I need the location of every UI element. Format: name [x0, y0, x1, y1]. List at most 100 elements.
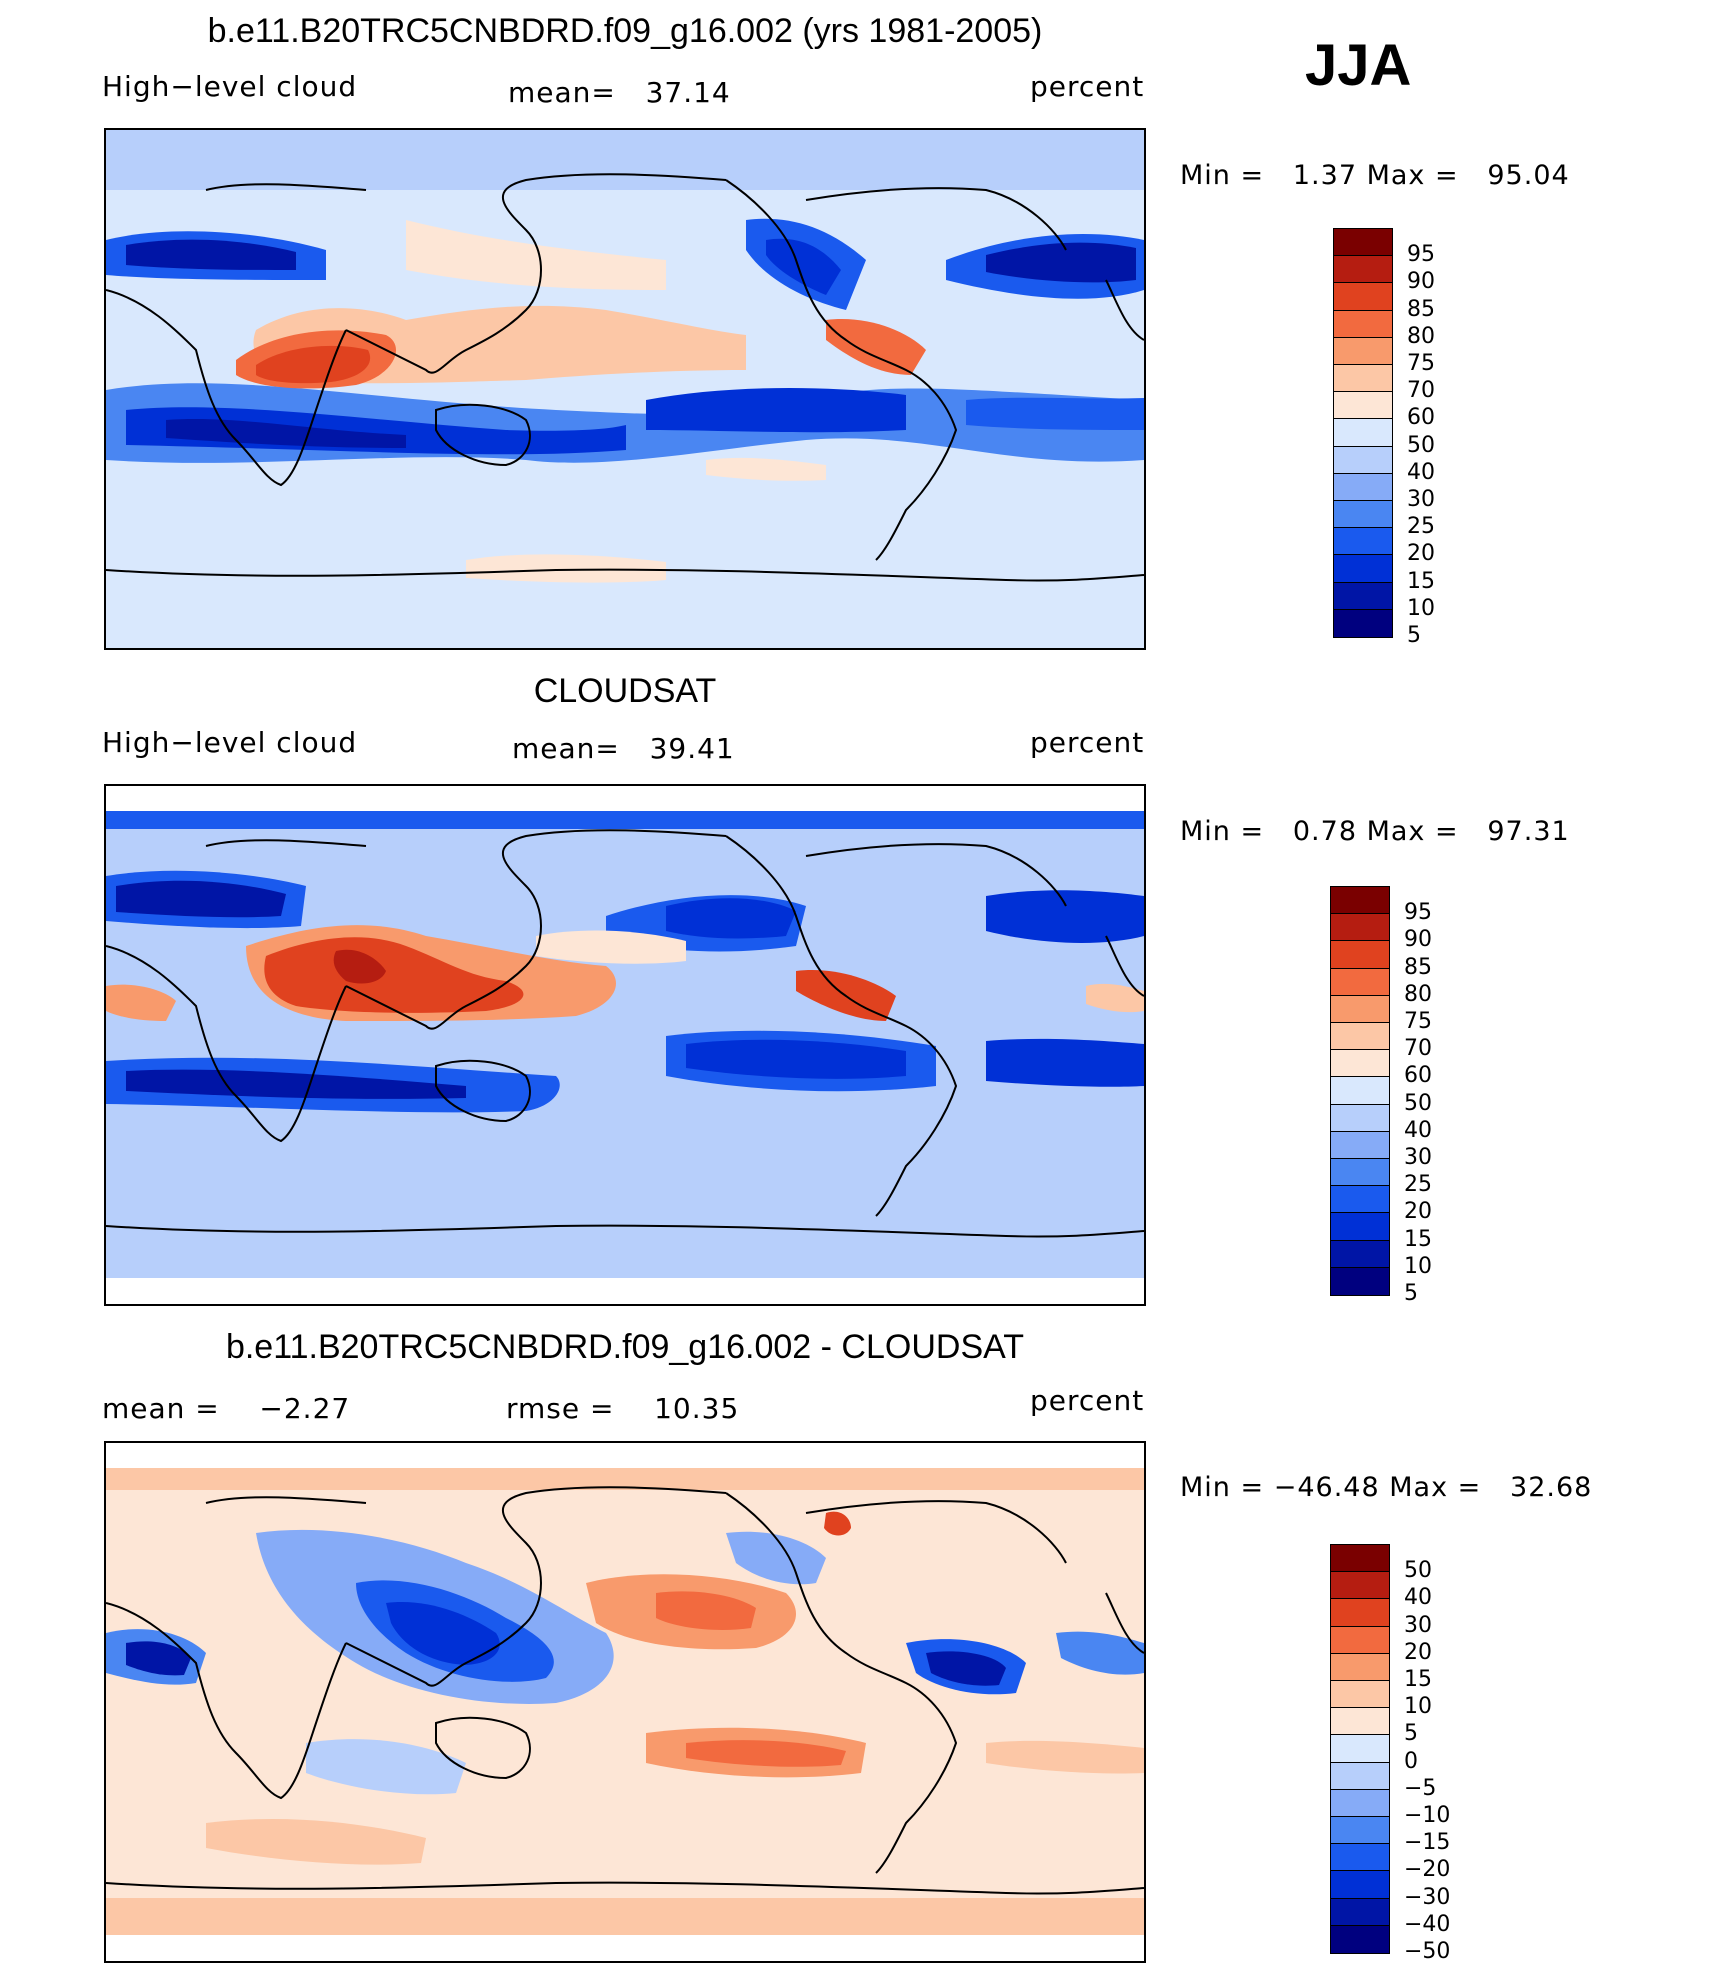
colorbar-segment — [1331, 1925, 1389, 1953]
panel3-map — [104, 1441, 1146, 1963]
colorbar-segment — [1331, 1599, 1389, 1627]
panel2-map — [104, 784, 1146, 1306]
colorbar-label: −30 — [1404, 1884, 1451, 1910]
colorbar-segment — [1334, 392, 1392, 420]
colorbar-label: 80 — [1407, 323, 1435, 349]
colorbar-segment — [1331, 1104, 1389, 1132]
colorbar-segment — [1331, 941, 1389, 969]
colorbar-segment — [1334, 555, 1392, 583]
panel3-max-value: 32.68 — [1510, 1472, 1593, 1503]
colorbar-label: 10 — [1407, 595, 1435, 621]
panel2-variable-label: High−level cloud — [102, 726, 358, 759]
colorbar-segment — [1334, 419, 1392, 447]
panel2-colorbar — [1330, 886, 1390, 1296]
colorbar-segment — [1331, 1844, 1389, 1872]
colorbar-label: −40 — [1404, 1911, 1451, 1937]
panel1-max-label: Max = — [1366, 160, 1459, 191]
colorbar-label: 80 — [1404, 981, 1432, 1007]
colorbar-segment — [1334, 365, 1392, 393]
colorbar-segment — [1331, 1789, 1389, 1817]
colorbar-segment — [1331, 1572, 1389, 1600]
colorbar-label: 10 — [1404, 1253, 1432, 1279]
panel3-mean-value: −2.27 — [259, 1392, 351, 1425]
colorbar-segment — [1331, 1545, 1389, 1573]
colorbar-label: −10 — [1404, 1803, 1451, 1828]
colorbar-segment — [1331, 1077, 1389, 1105]
colorbar-label: 20 — [1407, 541, 1435, 567]
colorbar-segment — [1334, 283, 1392, 311]
colorbar-segment — [1331, 1735, 1389, 1763]
colorbar-label: 95 — [1407, 242, 1435, 268]
colorbar-segment — [1331, 1898, 1389, 1926]
colorbar-segment — [1331, 914, 1389, 942]
panel2-max-value: 97.31 — [1487, 816, 1570, 847]
panel2-min-value: 0.78 — [1292, 816, 1357, 847]
panel1-minmax: Min = 1.37 Max = 95.04 — [1180, 160, 1570, 191]
colorbar-segment — [1334, 229, 1392, 257]
colorbar-segment — [1331, 968, 1389, 996]
colorbar-segment — [1334, 501, 1392, 529]
colorbar-label: −50 — [1404, 1939, 1451, 1964]
panel3-title: b.e11.B20TRC5CNBDRD.f09_g16.002 - CLOUDS… — [225, 1328, 1025, 1366]
colorbar-segment — [1331, 887, 1389, 915]
colorbar-segment — [1331, 1817, 1389, 1845]
panel3-min-label: Min = — [1180, 1472, 1265, 1503]
colorbar-label: 75 — [1404, 1009, 1432, 1034]
colorbar-label: −15 — [1404, 1830, 1451, 1856]
colorbar-label: 30 — [1404, 1145, 1432, 1170]
colorbar-segment — [1331, 1708, 1389, 1736]
colorbar-label: 25 — [1407, 514, 1435, 540]
colorbar-segment — [1331, 1681, 1389, 1709]
colorbar-segment — [1331, 1267, 1389, 1295]
panel3-mean: mean = −2.27 — [102, 1392, 350, 1425]
colorbar-label: 15 — [1407, 568, 1435, 594]
panel1-mean: mean= 37.14 — [508, 76, 731, 109]
colorbar-label: −20 — [1404, 1857, 1451, 1883]
panel3-mean-label: mean = — [102, 1392, 220, 1425]
colorbar-label: 5 — [1404, 1721, 1418, 1747]
panel1-mean-label: mean= — [508, 76, 616, 109]
colorbar-label: 75 — [1407, 351, 1435, 376]
colorbar-label: 25 — [1404, 1172, 1432, 1198]
panel1-colorbar — [1333, 228, 1393, 638]
panel3-max-label: Max = — [1389, 1472, 1482, 1503]
colorbar-label: 60 — [1407, 405, 1435, 431]
colorbar-label: 70 — [1407, 378, 1435, 404]
colorbar-label: 0 — [1404, 1748, 1418, 1774]
colorbar-segment — [1331, 1213, 1389, 1241]
colorbar-segment — [1331, 1186, 1389, 1214]
colorbar-label: 90 — [1407, 269, 1435, 295]
colorbar-segment — [1334, 609, 1392, 637]
panel3-minmax: Min = −46.48 Max = 32.68 — [1180, 1472, 1592, 1503]
panel1-map — [104, 128, 1146, 650]
colorbar-segment — [1331, 1762, 1389, 1790]
panel2-mean-label: mean= — [512, 732, 620, 765]
panel1-title: b.e11.B20TRC5CNBDRD.f09_g16.002 (yrs 198… — [207, 12, 1043, 50]
panel1-max-value: 95.04 — [1487, 160, 1570, 191]
colorbar-segment — [1331, 1240, 1389, 1268]
colorbar-segment — [1334, 446, 1392, 474]
colorbar-segment — [1334, 528, 1392, 556]
panel2-min-label: Min = — [1180, 816, 1265, 847]
colorbar-segment — [1331, 1871, 1389, 1899]
colorbar-segment — [1334, 256, 1392, 284]
panel1-mean-value: 37.14 — [645, 76, 731, 109]
colorbar-segment — [1331, 1131, 1389, 1159]
colorbar-label: 90 — [1404, 927, 1432, 953]
colorbar-label: 70 — [1404, 1036, 1432, 1062]
colorbar-label: 20 — [1404, 1199, 1432, 1225]
colorbar-label: 15 — [1404, 1667, 1432, 1692]
colorbar-label: 15 — [1404, 1226, 1432, 1252]
colorbar-segment — [1331, 1023, 1389, 1051]
panel1-min-label: Min = — [1180, 160, 1265, 191]
panel3-rmse: rmse = 10.35 — [506, 1392, 739, 1425]
colorbar-segment — [1334, 582, 1392, 610]
panel2-max-label: Max = — [1366, 816, 1459, 847]
colorbar-label: 40 — [1404, 1585, 1432, 1611]
panel3-colorbar — [1330, 1544, 1390, 1954]
panel3-min-value: −46.48 — [1273, 1472, 1380, 1503]
colorbar-label: 20 — [1404, 1639, 1432, 1665]
colorbar-label: 10 — [1404, 1694, 1432, 1720]
colorbar-segment — [1331, 1159, 1389, 1187]
colorbar-segment — [1331, 1653, 1389, 1681]
